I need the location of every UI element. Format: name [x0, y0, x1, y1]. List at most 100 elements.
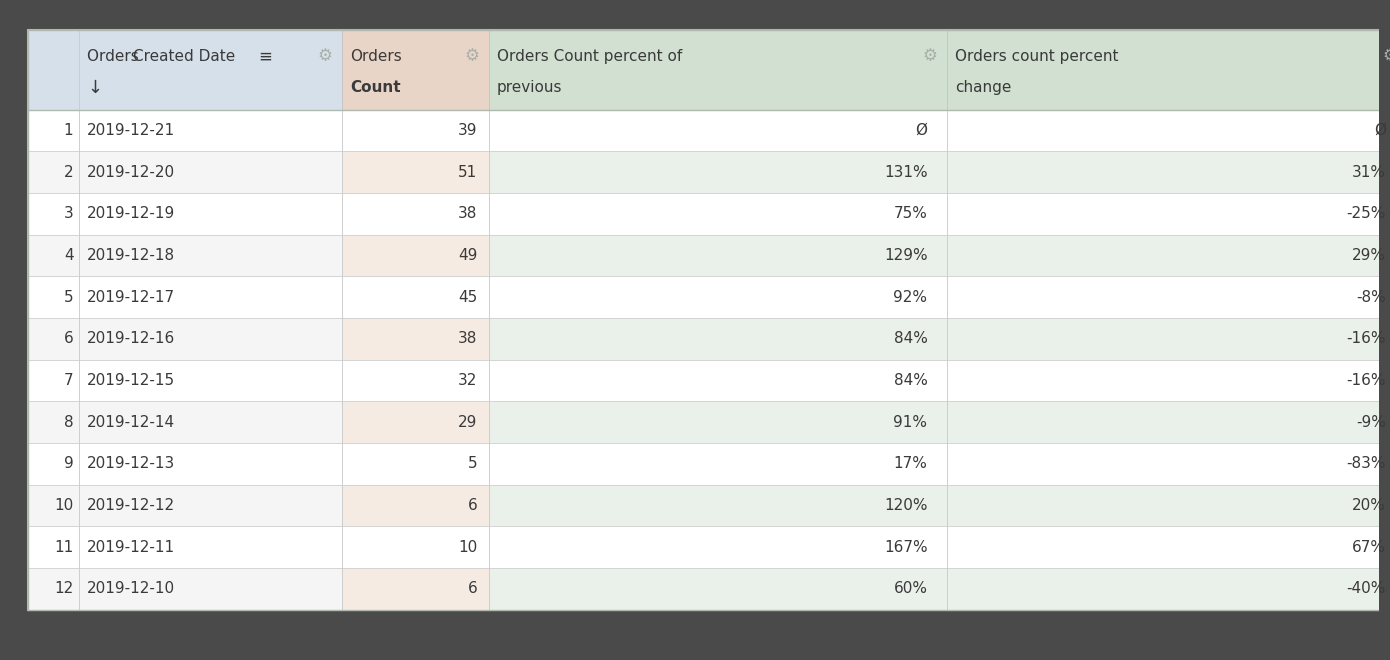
Text: -16%: -16% — [1347, 373, 1386, 388]
Text: 51: 51 — [457, 165, 477, 180]
Text: 2019-12-18: 2019-12-18 — [88, 248, 175, 263]
Bar — [79, 277, 342, 318]
Text: 2: 2 — [64, 165, 74, 180]
Bar — [489, 277, 948, 318]
Text: 9: 9 — [64, 457, 74, 471]
Bar — [342, 401, 489, 443]
Text: 84%: 84% — [894, 331, 927, 346]
Text: Orders: Orders — [350, 49, 402, 64]
Bar — [342, 360, 489, 401]
Text: 129%: 129% — [884, 248, 927, 263]
Bar — [948, 318, 1390, 360]
Text: previous: previous — [498, 81, 563, 96]
Bar — [948, 484, 1390, 527]
Bar — [948, 110, 1390, 151]
Text: -9%: -9% — [1355, 414, 1386, 430]
Text: -8%: -8% — [1357, 290, 1386, 305]
Bar — [28, 318, 79, 360]
Text: Ø: Ø — [916, 123, 927, 138]
Bar — [28, 30, 342, 110]
Text: 2019-12-10: 2019-12-10 — [88, 581, 175, 597]
Bar — [489, 360, 948, 401]
Bar — [28, 193, 79, 235]
Text: 45: 45 — [457, 290, 477, 305]
Bar — [342, 30, 489, 110]
Bar — [489, 443, 948, 484]
Text: ⚙: ⚙ — [464, 48, 480, 65]
Text: Created Date: Created Date — [133, 49, 235, 64]
Bar — [79, 527, 342, 568]
Text: 2019-12-17: 2019-12-17 — [88, 290, 175, 305]
Text: 4: 4 — [64, 248, 74, 263]
Bar — [342, 318, 489, 360]
Text: 29: 29 — [457, 414, 477, 430]
Bar — [489, 401, 948, 443]
Bar — [948, 193, 1390, 235]
Text: 2019-12-20: 2019-12-20 — [88, 165, 175, 180]
Bar — [342, 235, 489, 277]
Bar — [948, 527, 1390, 568]
Bar — [28, 360, 79, 401]
Bar — [342, 484, 489, 527]
Text: 2019-12-16: 2019-12-16 — [88, 331, 175, 346]
Text: 2019-12-15: 2019-12-15 — [88, 373, 175, 388]
Text: -83%: -83% — [1347, 457, 1386, 471]
Text: 49: 49 — [457, 248, 477, 263]
Text: 60%: 60% — [894, 581, 927, 597]
Text: Orders count percent: Orders count percent — [955, 49, 1119, 64]
Text: 8: 8 — [64, 414, 74, 430]
Text: 10: 10 — [457, 540, 477, 555]
Text: 2019-12-13: 2019-12-13 — [88, 457, 175, 471]
Text: 2019-12-14: 2019-12-14 — [88, 414, 175, 430]
Text: 10: 10 — [54, 498, 74, 513]
Bar — [489, 151, 948, 193]
Text: -40%: -40% — [1347, 581, 1386, 597]
Bar — [489, 30, 948, 110]
Bar — [342, 443, 489, 484]
Bar — [948, 151, 1390, 193]
Text: change: change — [955, 81, 1012, 96]
Text: 17%: 17% — [894, 457, 927, 471]
Bar — [28, 235, 79, 277]
Text: 120%: 120% — [884, 498, 927, 513]
Text: 38: 38 — [457, 207, 477, 222]
Text: -25%: -25% — [1347, 207, 1386, 222]
Bar — [28, 527, 79, 568]
Text: 2019-12-12: 2019-12-12 — [88, 498, 175, 513]
Bar — [79, 484, 342, 527]
Text: 67%: 67% — [1352, 540, 1386, 555]
Bar — [342, 568, 489, 610]
Bar — [489, 484, 948, 527]
Bar — [489, 193, 948, 235]
Bar — [28, 568, 79, 610]
Text: 84%: 84% — [894, 373, 927, 388]
Text: Ø: Ø — [1373, 123, 1386, 138]
Bar — [342, 277, 489, 318]
Text: 92%: 92% — [894, 290, 927, 305]
Text: ⚙: ⚙ — [317, 48, 332, 65]
Bar — [948, 443, 1390, 484]
Bar — [489, 318, 948, 360]
Bar — [79, 193, 342, 235]
Text: 6: 6 — [467, 498, 477, 513]
Bar — [79, 235, 342, 277]
Bar — [342, 110, 489, 151]
Bar — [948, 30, 1390, 110]
Text: 31%: 31% — [1352, 165, 1386, 180]
Text: ⚙: ⚙ — [923, 48, 937, 65]
Bar — [28, 443, 79, 484]
Bar — [948, 235, 1390, 277]
Text: 20%: 20% — [1352, 498, 1386, 513]
Text: 7: 7 — [64, 373, 74, 388]
Bar — [28, 110, 79, 151]
Bar — [342, 151, 489, 193]
Text: 11: 11 — [54, 540, 74, 555]
Text: 29%: 29% — [1352, 248, 1386, 263]
Text: 91%: 91% — [894, 414, 927, 430]
Bar — [948, 401, 1390, 443]
Bar — [342, 527, 489, 568]
Text: 6: 6 — [467, 581, 477, 597]
Text: 131%: 131% — [884, 165, 927, 180]
Text: 32: 32 — [457, 373, 477, 388]
Text: 5: 5 — [64, 290, 74, 305]
